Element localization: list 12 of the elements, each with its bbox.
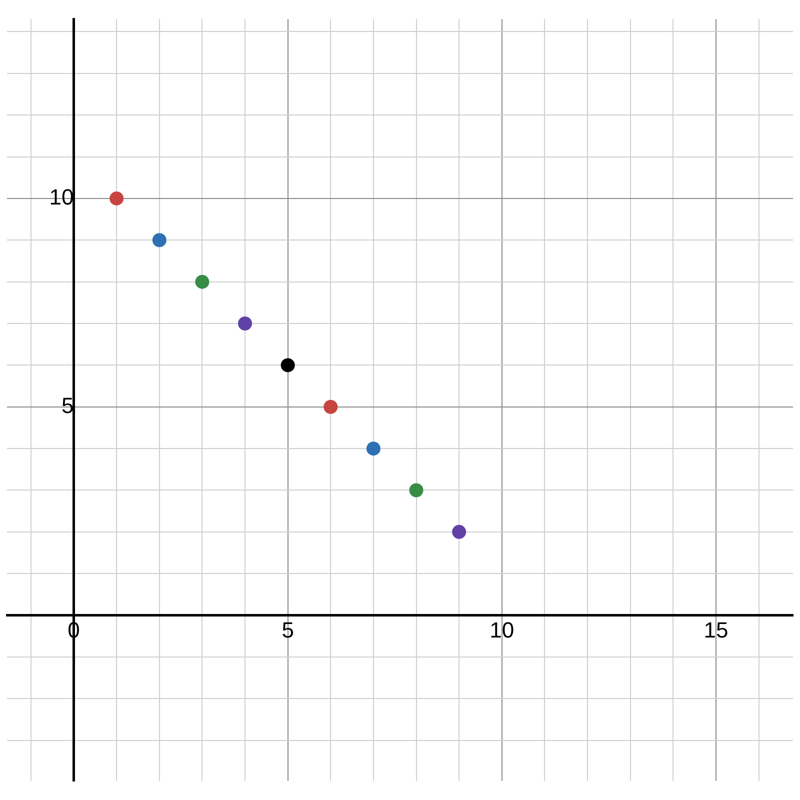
point [280,358,295,372]
point [409,483,424,498]
point [152,233,166,248]
x-tick-label: 15 [704,618,728,643]
point [366,442,380,456]
point [110,191,124,206]
x-tick-label: 5 [282,618,294,643]
point [195,274,210,289]
point [324,400,338,414]
point [238,316,252,331]
x-tick-label: 10 [490,618,514,643]
point [452,524,466,539]
